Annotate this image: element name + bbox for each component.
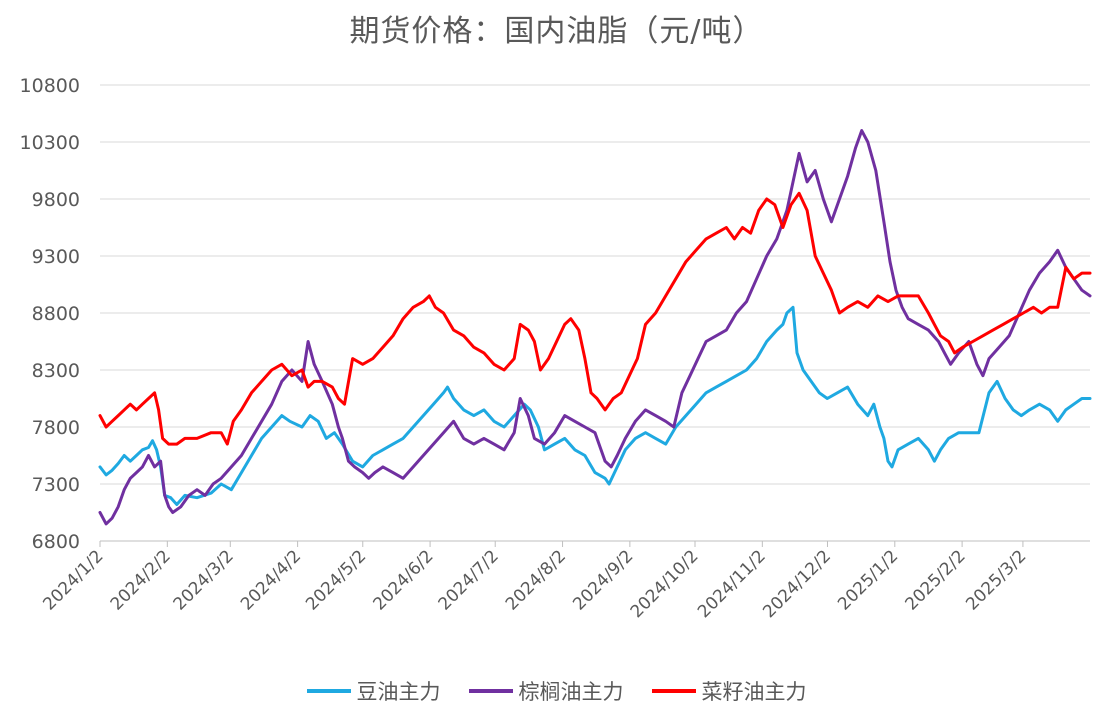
legend-swatch (468, 689, 513, 693)
y-tick-label: 7800 (32, 417, 80, 439)
x-tick-label: 2024/1/2 (39, 546, 107, 614)
legend-item: 菜籽油主力 (651, 676, 807, 706)
y-tick-label: 8300 (32, 360, 80, 382)
y-axis-ticks: 6800 7300 7800 8300 8800 9300 9800 10300 10800 (20, 75, 80, 553)
y-tick-label: 9300 (32, 246, 80, 268)
x-tick-label: 2024/9/2 (569, 546, 637, 614)
x-tick-label: 2024/7/2 (435, 546, 503, 614)
legend-item: 豆油主力 (306, 676, 441, 706)
x-tick-label: 2024/12/2 (759, 546, 835, 622)
x-tick-label: 2025/3/2 (962, 546, 1030, 614)
series-line-0 (98, 305, 1092, 506)
legend: 豆油主力 棕榈油主力 菜籽油主力 (0, 676, 1113, 706)
legend-swatch (651, 689, 696, 693)
chart-title: 期货价格：国内油脂（元/吨） (349, 14, 764, 49)
x-tick-label: 2024/2/2 (107, 546, 175, 614)
series-line-1 (98, 129, 1092, 526)
x-tick-label: 2024/6/2 (369, 546, 437, 614)
series-line-2 (98, 191, 1092, 446)
x-tick-label: 2024/8/2 (502, 546, 570, 614)
legend-label: 棕榈油主力 (518, 680, 624, 704)
x-tick-label: 2024/4/2 (237, 546, 305, 614)
y-tick-label: 7300 (32, 474, 80, 496)
series-lines (98, 129, 1092, 526)
x-tick-label: 2024/5/2 (302, 546, 370, 614)
y-tick-label: 8800 (32, 303, 80, 325)
x-tick-label: 2024/10/2 (627, 546, 703, 622)
legend-item: 棕榈油主力 (468, 676, 624, 706)
x-tick-label: 2025/2/2 (902, 546, 970, 614)
legend-label: 豆油主力 (356, 680, 441, 704)
y-tick-label: 10800 (20, 75, 80, 97)
y-tick-label: 10300 (20, 132, 80, 154)
x-tick-label: 2024/3/2 (170, 546, 238, 614)
y-tick-label: 6800 (32, 531, 80, 553)
legend-swatch (306, 689, 351, 693)
y-tick-label: 9800 (32, 189, 80, 211)
legend-label: 菜籽油主力 (701, 680, 807, 704)
x-tick-label: 2024/11/2 (694, 546, 770, 622)
x-tick-label: 2025/1/2 (834, 546, 902, 614)
